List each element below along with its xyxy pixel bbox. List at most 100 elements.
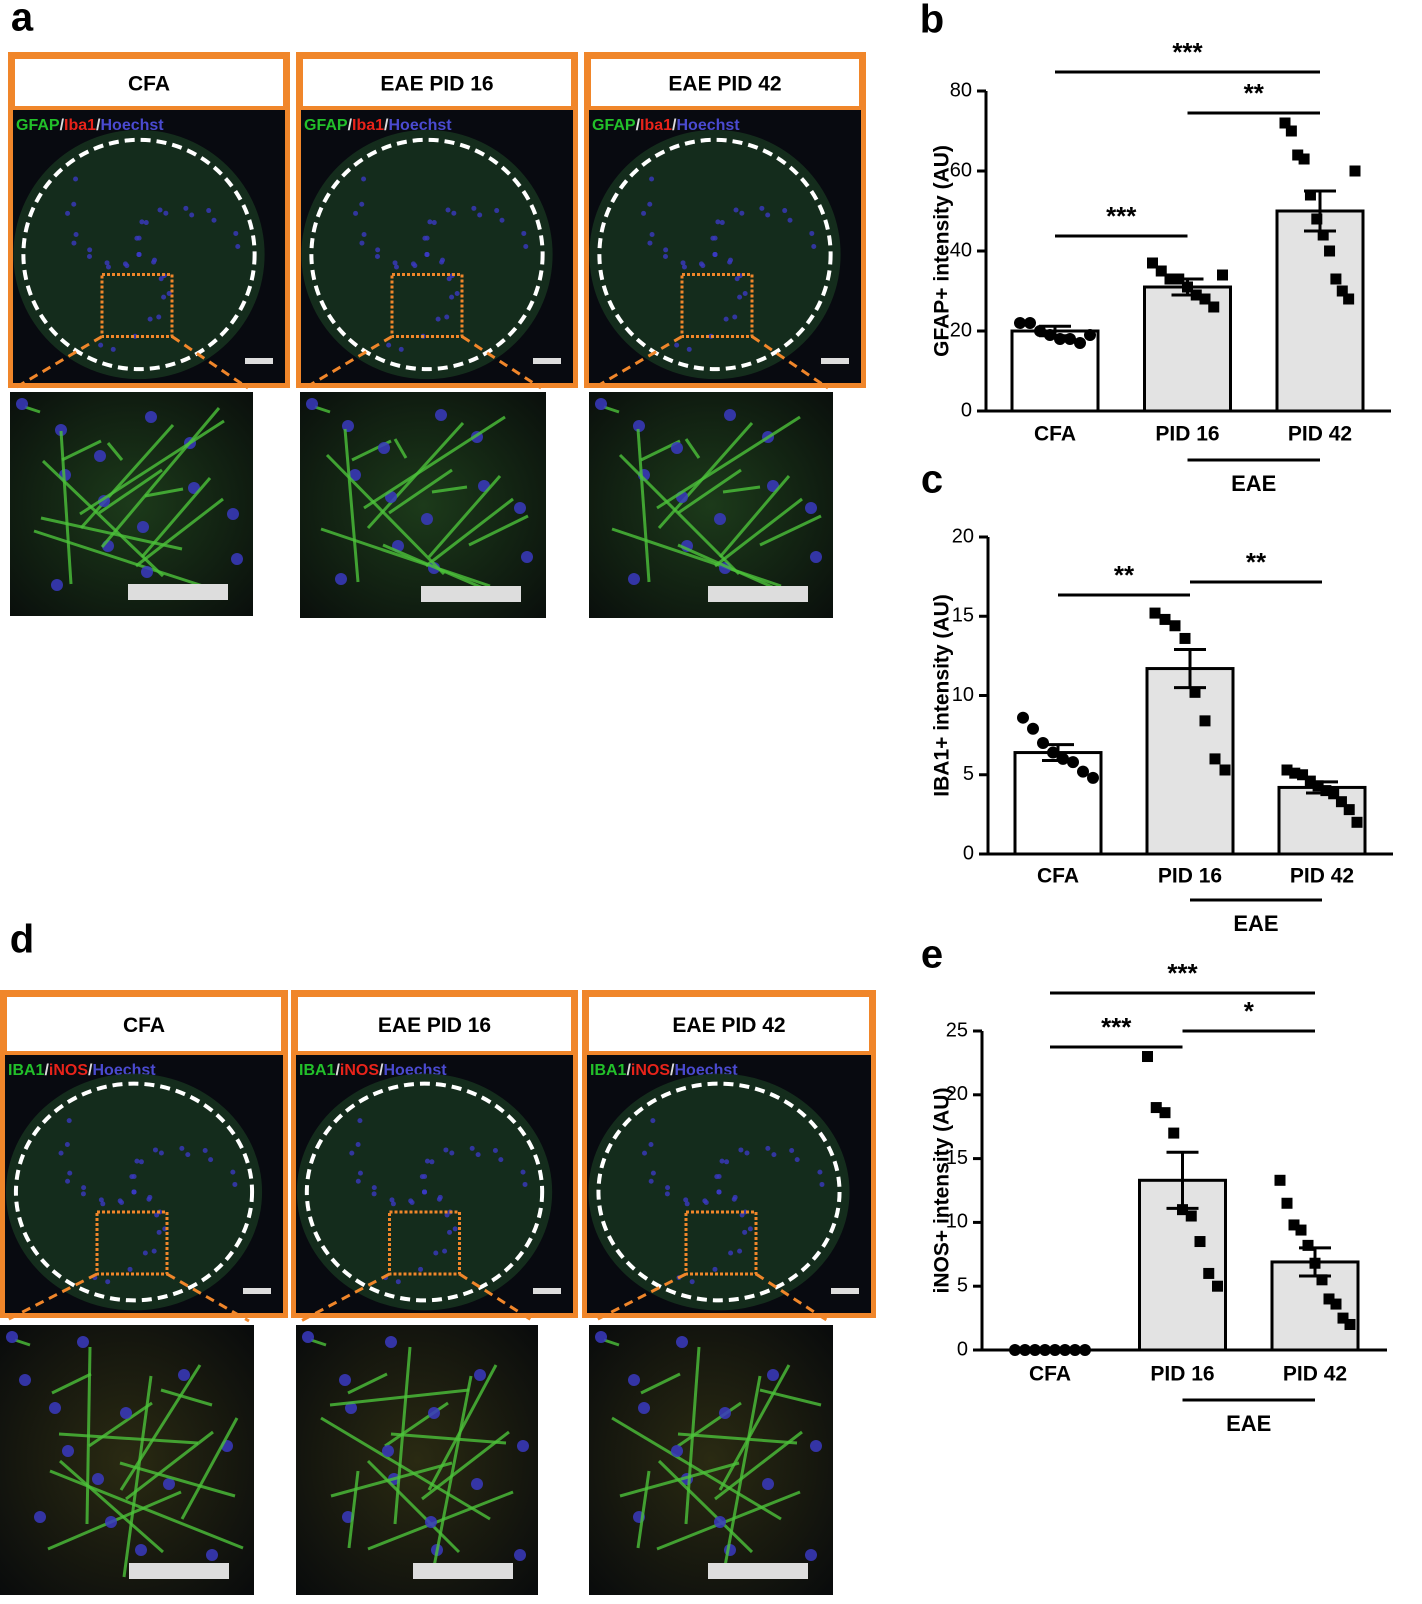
scale-bar [831,1288,859,1294]
panel-letter: a [11,0,34,40]
nucleus [454,291,460,297]
process [51,1372,92,1395]
zoom-guide [166,1272,250,1323]
nucleus [418,1266,424,1272]
nucleus [429,1159,435,1165]
nucleus [595,398,607,410]
nucleus [446,276,452,282]
nucleus [471,205,477,211]
nucleus [127,1266,133,1272]
nucleus [355,1142,361,1148]
nucleus [151,259,157,265]
nucleus [737,294,743,300]
nucleus [117,1198,123,1204]
nucleus [361,176,367,182]
x-tick-label: PID 16 [1150,1363,1214,1386]
zoom-box [680,273,754,338]
nucleus [230,1169,236,1175]
data-point [1164,273,1176,285]
zoom-box [390,273,464,338]
y-tick-label: 15 [952,605,974,627]
nucleus [422,1189,427,1195]
stain-name: IBA1 [8,1062,45,1079]
zoom-guide [593,335,683,390]
nucleus [135,1544,147,1556]
data-point [1057,752,1069,765]
zoom-image [300,392,546,618]
process [619,1461,740,1498]
nucleus [139,219,145,225]
process [427,475,502,558]
nucleus [521,230,527,236]
nucleus [73,176,79,182]
nucleus [444,314,450,320]
process [125,1430,214,1501]
process [714,497,803,568]
nucleus [716,1174,722,1180]
data-point [1009,1344,1021,1356]
process [106,442,124,461]
data-point [1295,1224,1307,1236]
nucleus [378,442,390,454]
nucleus [66,1118,72,1124]
y-tick-label: 40 [950,239,972,261]
data-point [1027,722,1039,735]
nucleus [442,1248,448,1254]
process [425,497,514,568]
nucleus [208,1157,214,1163]
nucleus [805,502,817,514]
nucleus [211,217,217,223]
y-axis-label: GFAP+ intensity (AU) [931,145,954,357]
stain-name: Iba1 [64,117,96,134]
nucleus [67,1170,73,1176]
data-point [1281,1197,1293,1209]
nucleus [671,1445,683,1457]
nucleus [349,1150,355,1156]
y-tick-label: 0 [957,1338,968,1360]
process [640,1372,681,1395]
y-tick-label: 25 [946,1019,968,1041]
data-point [1017,711,1029,724]
data-point [1084,329,1096,341]
process [24,405,41,414]
nucleus [648,1178,654,1184]
process [79,419,225,516]
data-point [1324,245,1336,257]
zoom-guide [751,335,829,390]
roi-outline [13,1081,255,1303]
nucleus [141,566,153,578]
data-point [1019,1344,1031,1356]
nucleus [178,1369,190,1381]
nucleus [64,1142,70,1148]
process [721,1375,762,1578]
data-point [1297,769,1309,781]
nucleus [719,1158,725,1164]
nucleus [520,1169,526,1175]
data-point [1149,607,1161,619]
nucleus [517,1440,529,1452]
data-point [1203,1267,1215,1279]
nucleus [719,220,725,226]
nucleus [386,342,392,348]
nucleus [157,207,163,213]
stain-label: IBA1/iNOS/Hoechst [299,1062,447,1079]
nucleus [683,1197,689,1203]
data-point [1219,764,1231,776]
nucleus [34,1511,46,1523]
nucleus [452,1226,458,1232]
nucleus [143,220,149,226]
stain-separator: / [348,117,353,134]
nucleus [105,1279,111,1285]
nucleus [110,346,116,352]
nucleus [648,1142,654,1148]
y-tick-label: 10 [946,1211,968,1233]
process [603,1338,620,1347]
process [677,468,742,515]
data-point [1173,273,1185,285]
nucleus [686,346,692,352]
process [363,415,506,510]
nucleus [647,240,653,246]
nucleus [206,208,212,214]
panel-title: EAE PID 42 [672,1014,785,1037]
data-point [1311,213,1323,225]
